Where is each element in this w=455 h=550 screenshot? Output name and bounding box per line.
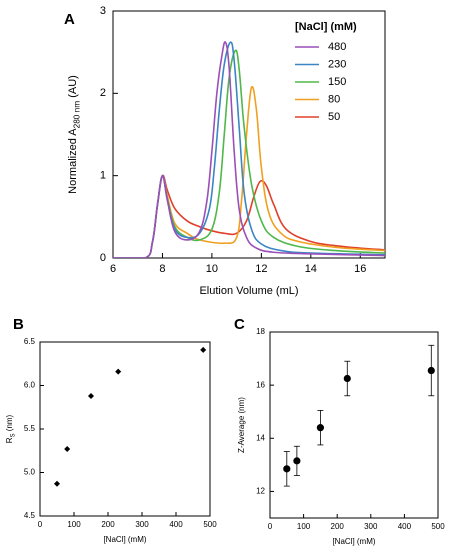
series-lines (113, 41, 385, 258)
series-line-480 (113, 41, 385, 258)
y-tick-label: 16 (256, 380, 265, 389)
x-axis-label: [NaCl] (mM) (103, 535, 146, 544)
x-tick-label: 400 (398, 522, 412, 531)
x-tick-label: 100 (67, 520, 81, 529)
plot-frame (269, 331, 439, 519)
y-axis-label: Z-Average (nm) (237, 397, 246, 453)
series-line-230 (113, 41, 385, 258)
data-point (88, 392, 94, 399)
x-tick-label: 14 (305, 263, 317, 275)
y-tick-label: 12 (256, 487, 265, 496)
y-axis-label-sub: S (10, 433, 16, 437)
y-tick-label: 0 (100, 252, 106, 264)
x-tick-label: 0 (268, 522, 273, 531)
data-point (200, 346, 207, 353)
y-tick-label: 5.5 (24, 424, 36, 433)
chart-panel-c: C 0 100 200 300 400 500 12 14 16 18 [NaCl] (mM) Z-Av… (234, 316, 445, 546)
y-tick-label: 14 (256, 433, 265, 442)
data-point (293, 457, 301, 465)
data-point (54, 480, 60, 487)
legend-label-480: 480 (328, 41, 346, 53)
x-tick-label: 0 (38, 520, 43, 529)
plot-frame (39, 341, 211, 517)
legend-label-50: 50 (328, 111, 340, 123)
data-point (343, 374, 351, 383)
y-axis-label: Normalized A280 nm (AU) (67, 75, 81, 194)
y-tick-label: 1 (100, 170, 106, 182)
x-axis-label: Elution Volume (mL) (199, 285, 298, 297)
x-tick-label: 200 (331, 522, 345, 531)
y-axis-label-unit: (AU) (67, 75, 79, 101)
panel-label: A (64, 11, 75, 28)
legend-label-230: 230 (328, 58, 346, 70)
x-tick-label: 100 (297, 522, 311, 531)
y-axis-label-unit: (nm) (237, 397, 246, 416)
data-point (427, 366, 435, 375)
y-tick-label: 6.5 (24, 337, 36, 346)
x-tick-label: 500 (431, 522, 445, 531)
panel-label: C (234, 316, 245, 333)
x-tick-label: 500 (203, 520, 217, 529)
panel-label: B (13, 316, 24, 333)
y-tick-label: 2 (100, 87, 106, 99)
x-tick-label: 300 (135, 520, 149, 529)
y-tick-label: 4.5 (24, 511, 36, 520)
x-tick-label: 6 (110, 263, 116, 275)
plot-frame (112, 10, 386, 259)
y-tick-label: 3 (100, 5, 106, 17)
y-axis-label-main: R (5, 437, 14, 443)
data-point (64, 446, 71, 453)
data-points (283, 344, 435, 487)
y-axis-label-sub: 280 nm (72, 101, 81, 129)
y-tick-label: 5.0 (24, 468, 36, 477)
y-tick-label: 6.0 (24, 381, 36, 390)
legend-label-150: 150 (328, 76, 346, 88)
x-tick-label: 16 (354, 263, 366, 275)
y-axis-label-main: Normalized A (67, 128, 79, 194)
data-points (54, 346, 207, 487)
x-axis-label: [NaCl] (mM) (332, 537, 375, 546)
legend: [NaCl] (mM) 480 230 150 80 50 (295, 21, 357, 123)
x-tick-label: 12 (255, 263, 267, 275)
legend-title: [NaCl] (mM) (295, 21, 357, 33)
x-tick-label: 400 (169, 520, 183, 529)
chart-panel-b: B 0 100 200 300 400 500 4.5 5.0 5.5 6.0 6.5 [NaCl] (… (5, 316, 217, 544)
data-point (316, 424, 324, 432)
y-axis-label-main: Z-Average (237, 415, 246, 453)
y-tick-label: 18 (256, 327, 265, 336)
series-line-50 (113, 174, 385, 258)
y-axis-label: RS (nm) (5, 414, 16, 443)
data-point (115, 368, 122, 375)
x-tick-label: 8 (159, 263, 165, 275)
data-point (283, 465, 291, 473)
legend-label-80: 80 (328, 93, 340, 105)
x-tick-label: 300 (364, 522, 378, 531)
y-axis-label-unit: (nm) (5, 414, 14, 433)
x-tick-label: 10 (206, 263, 218, 275)
x-tick-label: 200 (101, 520, 115, 529)
